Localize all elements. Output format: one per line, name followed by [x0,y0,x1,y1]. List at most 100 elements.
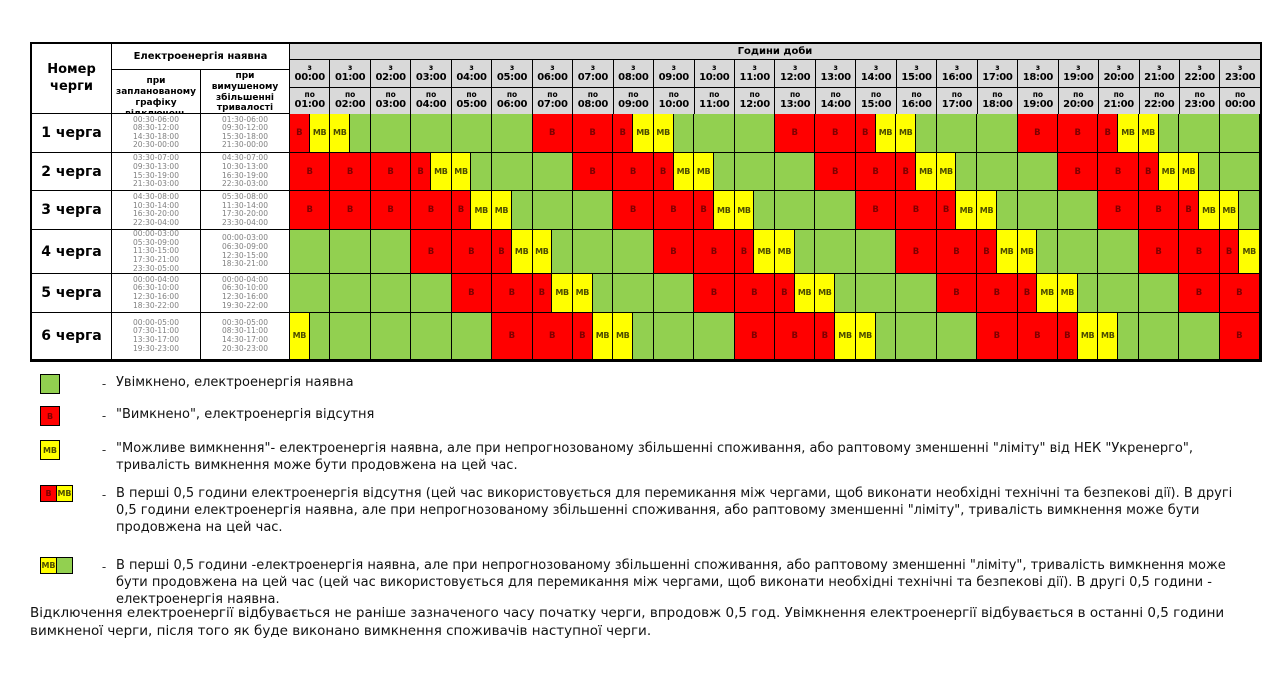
hours-header-block: Години доби з 00:00 по 01:00 з 01:00 по 02:00 з 0… [290,44,1260,114]
schedule-cell-on [936,312,978,360]
schedule-cell-on [330,312,371,360]
schedule-cell-off: В [492,274,533,313]
schedule-cell-on [330,274,371,313]
legend-dash: - [101,560,107,574]
schedule-cell-off_mb: В МВ [492,230,533,275]
hour-header-cell: з 21:00 по 22:00 [1139,60,1180,114]
schedule-cell-on [411,114,452,153]
schedule-cell-off: В [1098,191,1139,231]
schedule-cell-on [775,191,816,231]
schedule-cell-off: В [572,114,614,153]
schedule-cell-off_mb: В МВ [1219,230,1261,275]
schedule-cell-mb_on: МВ [815,274,856,313]
schedule-cell-on [1138,312,1180,360]
hour-columns-header: з 00:00 по 01:00 з 01:00 по 02:00 з 02:00 по 03:00 з… [290,60,1260,114]
schedule-cell-on [896,274,937,313]
schedule-cell-off_mb: В МВ [532,274,573,313]
hour-header-cell: з 16:00 по 17:00 [937,60,978,114]
schedule-cell-mb_on: МВ [492,191,533,231]
schedule-cell-on [370,230,412,275]
schedule-cell-off_mb: В МВ [855,114,897,153]
queue-row: 4 черга 00:00-03:00 05:30-09:00 11:30-15:00… [32,229,1261,275]
queue-number-header: Номер черги [32,44,112,114]
schedule-cell-on [896,312,937,360]
yellow-green-split-swatch: МВ [40,557,92,574]
forced-times: 00:30-05:00 08:30-11:00 14:30-17:00 20:30-2… [201,312,290,360]
hour-header-cell: з 18:00 по 19:00 [1018,60,1059,114]
hour-header-cell: з 03:00 по 04:00 [411,60,452,114]
queue-row: 6 черга 00:00-05:00 07:30-11:00 13:30-17:00… [32,312,1261,360]
legend-item-maybe-then-on: МВ - В перші 0,5 години -електроенергія … [30,557,1256,608]
availability-header: Електроенергія наявна [112,44,289,70]
schedule-cell-off_mb: В МВ [734,230,776,275]
schedule-cell-mb_on: МВ [613,312,654,360]
schedule-cell-off: В [1138,191,1180,231]
hour-header-cell: з 12:00 по 13:00 [775,60,816,114]
schedule-cell-off: В [815,152,856,192]
schedule-cell-on [653,274,695,313]
schedule-cell-on [855,230,897,275]
schedule-cell-on [492,114,533,153]
schedule-cell-mb_on: МВ [896,114,937,153]
schedule-cell-mb_on: МВ [290,312,331,360]
schedule-cell-off: В [977,312,1018,360]
schedule-cell-off_mb: В МВ [613,114,654,153]
schedule-cell-off: В [775,114,816,153]
queue-row: 5 черга 00:00-04:00 06:30-10:00 12:30-16:00… [32,274,1261,313]
hour-header-cell: з 13:00 по 14:00 [815,60,857,114]
schedule-cell-on [1058,191,1099,231]
legend-text-on: Увімкнено, електроенергія наявна [116,375,354,390]
hour-header-cell: з 19:00 по 20:00 [1058,60,1100,114]
hour-header-cell: з 23:00 по 00:00 [1220,60,1260,114]
schedule-cell-on [775,152,816,192]
schedule-cell-mb_on: МВ [1219,191,1261,231]
schedule-cell-off: В [1058,114,1099,153]
planned-schedule-header: при запланованому графіку відключень [112,70,201,126]
schedule-cell-off_mb: В МВ [977,230,1018,275]
schedule-cell-mb_on: МВ [977,191,1018,231]
schedule-cell-off: В [330,191,371,231]
schedule-cell-off: В [532,114,573,153]
schedule-cell-off: В [411,191,452,231]
schedule-cell-off: В [492,312,533,360]
hour-header-cell: з 01:00 по 02:00 [330,60,371,114]
schedule-cell-mb_on: МВ [855,312,897,360]
schedule-cell-on [734,152,776,192]
hour-header-cell: з 15:00 по 16:00 [896,60,938,114]
schedule-cell-on [815,230,856,275]
schedule-cell-on [1219,114,1261,153]
schedule-cell-off: В [1138,230,1180,275]
queue-label: 4 черга [32,230,112,275]
hour-header-cell: з 22:00 по 23:00 [1179,60,1221,114]
schedule-cell-on [572,191,614,231]
planned-times: 00:00-04:00 06:30-10:00 12:30-16:00 18:30-2… [112,274,201,313]
schedule-cell-off: В [1179,230,1220,275]
legend-item-on: - Увімкнено, електроенергія наявна [30,374,1256,394]
schedule-cell-off_mb: В МВ [815,312,856,360]
hour-header-cell: з 20:00 по 21:00 [1099,60,1140,114]
schedule-cell-off_mb: В МВ [411,152,452,192]
schedule-cell-off: В [653,230,695,275]
planned-times: 00:30-06:00 08:30-12:00 14:30-18:00 20:30-0… [112,114,201,153]
schedule-cell-off_mb: В МВ [1179,191,1220,231]
queue-label: 5 черга [32,274,112,313]
schedule-cell-off: В [1219,312,1261,360]
schedule-cell-on [572,230,614,275]
schedule-cell-on [370,312,412,360]
queue-row: 3 черга 04:30-08:00 10:30-14:00 16:30-20:00… [32,191,1261,231]
legend-dash: - [101,377,107,391]
schedule-cell-off: В [855,191,897,231]
schedule-cell-off: В [451,230,493,275]
schedule-cell-on [451,114,493,153]
schedule-cell-on [694,114,735,153]
schedule-cell-off: В [694,274,735,313]
schedule-cell-off_mb: В МВ [290,114,331,153]
planned-times: 03:30-07:00 09:30-13:00 15:30-19:00 21:30-0… [112,152,201,192]
schedule-cell-off: В [734,274,776,313]
schedule-cell-off: В [370,191,412,231]
schedule-cell-off: В [694,230,735,275]
schedule-cell-on [1179,114,1220,153]
schedule-cell-off_mb: В МВ [1098,114,1139,153]
table-header: Номер черги Електроенергія наявна при за… [32,44,1260,126]
legend-text-off: "Вимкнено", електроенергія відсутня [116,407,375,422]
